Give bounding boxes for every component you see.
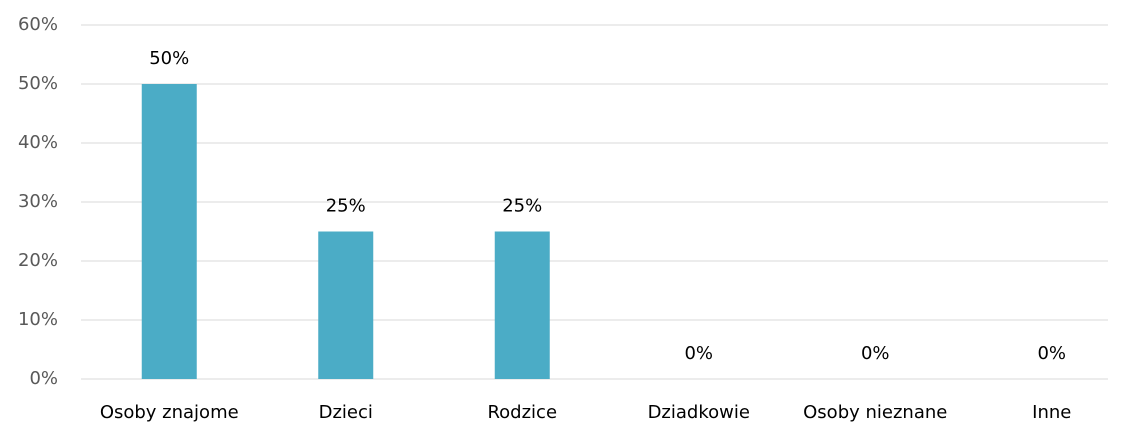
data-label: 0% (861, 343, 890, 364)
y-tick-label: 30% (18, 191, 58, 212)
x-tick-label: Osoby znajome (100, 402, 239, 423)
y-tick-label: 0% (29, 368, 58, 389)
y-tick-label: 50% (18, 73, 58, 94)
data-label: 50% (149, 48, 189, 69)
x-tick-label: Inne (1032, 402, 1071, 423)
bar (318, 231, 374, 379)
data-label: 0% (684, 343, 713, 364)
y-tick-label: 10% (18, 309, 58, 330)
x-tick-label: Dzieci (319, 402, 373, 423)
y-tick-label: 20% (18, 250, 58, 271)
bar (494, 231, 550, 379)
data-label: 0% (1037, 343, 1066, 364)
data-label: 25% (326, 196, 366, 217)
bar (141, 84, 197, 379)
x-tick-label: Osoby nieznane (803, 402, 947, 423)
data-label: 25% (502, 196, 542, 217)
y-tick-label: 40% (18, 132, 58, 153)
y-tick-label: 60% (18, 14, 58, 35)
x-tick-label: Dziadkowie (648, 402, 750, 423)
x-tick-label: Rodzice (487, 402, 557, 423)
